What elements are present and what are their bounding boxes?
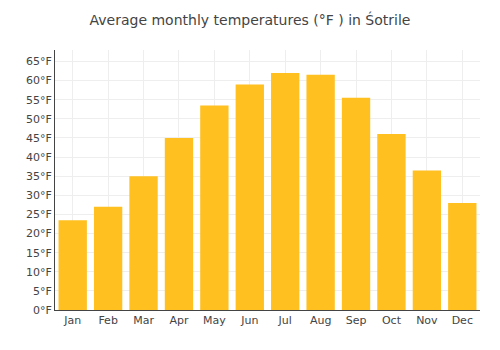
svg-text:Jun: Jun — [240, 314, 258, 327]
svg-text:40°F: 40°F — [26, 151, 52, 164]
svg-text:15°F: 15°F — [26, 247, 52, 260]
svg-text:Nov: Nov — [416, 314, 438, 327]
svg-text:65°F: 65°F — [26, 55, 52, 68]
svg-text:Average monthly temperatures (: Average monthly temperatures (°F ) in Śo… — [90, 11, 411, 28]
svg-text:Sep: Sep — [346, 314, 367, 327]
svg-text:Jan: Jan — [63, 314, 81, 327]
svg-text:May: May — [203, 314, 226, 327]
svg-text:60°F: 60°F — [26, 74, 52, 87]
svg-text:5°F: 5°F — [33, 285, 52, 298]
svg-text:Jul: Jul — [278, 314, 292, 327]
svg-text:0°F: 0°F — [33, 304, 52, 317]
svg-text:45°F: 45°F — [26, 132, 52, 145]
svg-text:Mar: Mar — [133, 314, 154, 327]
svg-text:Dec: Dec — [452, 314, 473, 327]
svg-text:25°F: 25°F — [26, 208, 52, 221]
svg-text:Oct: Oct — [382, 314, 402, 327]
svg-text:30°F: 30°F — [26, 189, 52, 202]
svg-text:55°F: 55°F — [26, 94, 52, 107]
svg-text:Aug: Aug — [310, 314, 331, 327]
svg-text:Apr: Apr — [169, 314, 189, 327]
svg-text:20°F: 20°F — [26, 227, 52, 240]
svg-text:10°F: 10°F — [26, 266, 52, 279]
svg-text:35°F: 35°F — [26, 170, 52, 183]
svg-text:50°F: 50°F — [26, 113, 52, 126]
svg-text:Feb: Feb — [98, 314, 117, 327]
